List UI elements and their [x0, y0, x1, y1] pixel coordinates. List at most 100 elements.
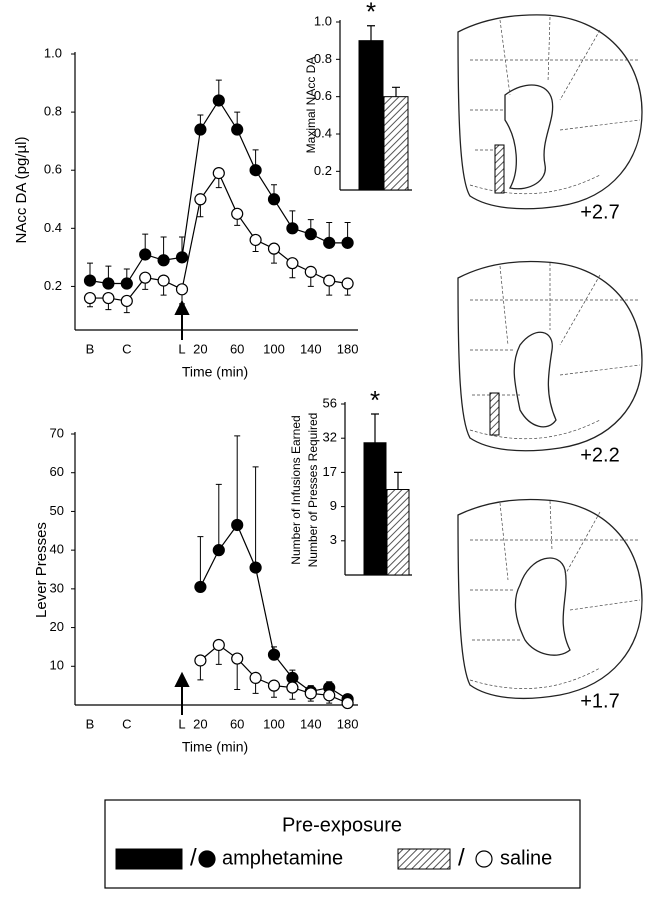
data-point	[286, 257, 299, 270]
section-label: +2.7	[580, 201, 619, 223]
x-axis-label: Time (min)	[182, 364, 248, 380]
data-point	[249, 233, 262, 247]
data-point	[341, 696, 354, 710]
error-bar	[371, 413, 379, 443]
legend-label: saline	[500, 847, 552, 869]
legend-marker	[198, 850, 216, 868]
data-point	[231, 518, 244, 532]
error-bar	[215, 483, 222, 551]
error-bar	[367, 25, 375, 41]
section-label: +1.7	[580, 690, 619, 712]
legend-slash: /	[458, 844, 465, 871]
x-tick-label: 140	[300, 341, 322, 356]
x-tick-label: B	[86, 716, 95, 731]
bar	[358, 40, 384, 191]
data-point	[267, 648, 281, 661]
arrow	[174, 299, 190, 340]
data-point	[194, 654, 207, 667]
data-point	[323, 274, 336, 287]
y-tick-label: 50	[50, 503, 64, 518]
y-tick-label: 0.8	[314, 51, 332, 66]
data-point	[157, 274, 170, 287]
data-point	[231, 123, 244, 136]
error-bar	[252, 466, 259, 568]
data-point	[304, 228, 317, 241]
y-axis-label: NAcc DA (pg/µl)	[13, 136, 30, 243]
y-tick-label: 60	[50, 464, 64, 479]
y-tick-label: 3	[330, 532, 337, 547]
y-tick-label: 70	[50, 425, 64, 440]
annotation: *	[366, 0, 376, 27]
legend-slash: /	[190, 844, 197, 871]
y-tick-label: 0.2	[44, 278, 62, 293]
brain-section	[457, 14, 643, 210]
bar	[363, 442, 387, 576]
data-point	[341, 277, 354, 290]
data-point	[120, 277, 133, 290]
x-tick-label: 60	[230, 716, 244, 731]
data-point	[249, 561, 262, 574]
y-tick-label: 56	[323, 395, 337, 410]
error-bar	[197, 536, 204, 587]
data-point	[304, 265, 317, 278]
y-tick-label: 0.6	[44, 162, 62, 177]
data-point	[286, 222, 299, 235]
data-point	[194, 580, 207, 594]
data-point	[231, 652, 244, 665]
data-point	[175, 283, 189, 296]
y-tick-label: 0.8	[44, 104, 62, 119]
data-point	[102, 277, 115, 290]
y-tick-label: 32	[323, 430, 337, 445]
x-tick-label: 140	[300, 716, 322, 731]
data-point	[139, 271, 152, 284]
data-point	[212, 94, 225, 107]
y-tick-label: 17	[323, 464, 337, 479]
data-point	[249, 164, 262, 177]
data-point	[212, 638, 225, 652]
y-tick-label: 30	[50, 580, 64, 595]
y-tick-label: 0.4	[44, 220, 62, 235]
data-point	[304, 687, 317, 700]
error-bar	[234, 435, 241, 525]
y-tick-label: 0.6	[314, 88, 332, 103]
x-tick-label: B	[86, 341, 95, 356]
y-axis-label: Maximal NAcc DA	[304, 57, 318, 154]
brain-section	[457, 498, 643, 700]
y-axis-label: Number of Infusions Earned	[289, 415, 303, 564]
data-point	[175, 251, 189, 264]
data-point	[212, 544, 225, 557]
x-tick-label: 180	[337, 716, 359, 731]
data-point	[194, 123, 207, 136]
y-tick-label: 10	[50, 658, 64, 673]
data-point	[267, 679, 281, 692]
y-tick-label: 20	[50, 619, 64, 634]
data-point	[323, 689, 336, 702]
data-point	[286, 681, 299, 694]
data-point	[83, 274, 97, 287]
data-point	[157, 254, 170, 267]
y-tick-label: 1.0	[44, 45, 62, 60]
y-tick-label: 0.4	[314, 125, 332, 140]
legend: Pre-exposure / / amphetamine saline	[104, 799, 581, 889]
data-point	[120, 294, 133, 308]
data-point	[194, 193, 207, 206]
error-bar	[392, 86, 400, 97]
x-tick-label: C	[122, 716, 131, 731]
data-point	[212, 167, 225, 180]
arrow	[174, 671, 190, 715]
x-tick-label: 100	[263, 716, 285, 731]
data-point	[267, 193, 281, 206]
y-axis-label: Number of Presses Required	[306, 413, 320, 568]
x-tick-label: 60	[230, 341, 244, 356]
brain-section	[457, 260, 643, 452]
annotation: *	[370, 385, 380, 415]
legend-title: Pre-exposure	[282, 814, 402, 836]
x-tick-label: C	[122, 341, 131, 356]
error-bar	[394, 471, 402, 490]
x-tick-label: 180	[337, 341, 359, 356]
data-point	[83, 291, 97, 305]
y-tick-label: 0.2	[314, 163, 332, 178]
legend-label: amphetamine	[222, 847, 343, 869]
legend-marker	[475, 850, 493, 868]
